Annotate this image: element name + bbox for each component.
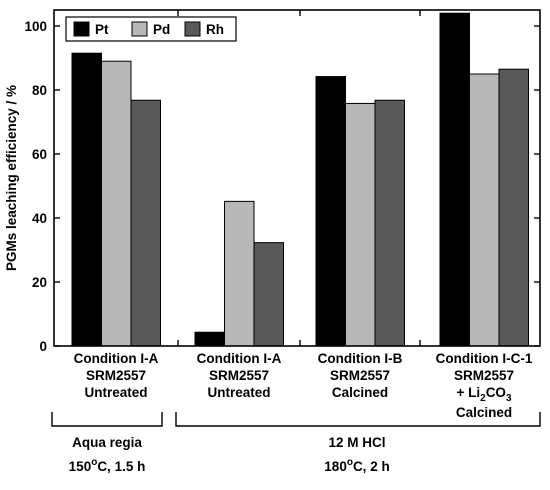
group-condition: 180oC, 2 h — [324, 457, 389, 474]
bar-pd-4 — [469, 73, 500, 347]
y-tick-label: 40 — [32, 211, 47, 226]
y-tick-label: 0 — [39, 339, 47, 354]
bar-pt-3 — [315, 76, 346, 347]
bar-pt-2 — [194, 331, 225, 347]
category-label-line: Untreated — [207, 385, 270, 400]
y-tick-label: 60 — [32, 147, 47, 162]
y-tick-labels: 0 20 40 60 80 100 — [24, 19, 47, 354]
group-bracket — [51, 412, 163, 427]
legend-swatch-rh — [184, 21, 201, 37]
group-condition: 150oC, 1.5 h — [69, 457, 146, 474]
bar-rh-2 — [253, 242, 284, 347]
condition-degree: o — [347, 457, 353, 468]
condition-temp: 180 — [324, 459, 347, 474]
bar-pt-4 — [439, 12, 470, 347]
bar-pd-2 — [224, 200, 255, 347]
legend: Pt Pd Rh — [65, 16, 237, 42]
bars — [71, 12, 529, 347]
bar-pt-1 — [71, 52, 102, 347]
bar-rh-4 — [498, 68, 529, 347]
axis-ticks — [54, 10, 540, 347]
legend-swatch-pt — [73, 21, 90, 37]
condition-temp: 150 — [69, 459, 92, 474]
group-label: 12 M HCl — [328, 435, 385, 450]
legend-label-pt: Pt — [95, 22, 109, 37]
category-label-line: Untreated — [84, 385, 147, 400]
category-label-line: Calcined — [456, 405, 512, 420]
y-tick-label: 20 — [32, 275, 47, 290]
legend-frame — [65, 16, 237, 42]
y-axis-label: PGMs leaching efficiency / % — [4, 85, 19, 271]
formula-part: + Li — [456, 385, 480, 400]
bar-pd-3 — [345, 102, 376, 347]
category-label-line: SRM2557 — [209, 368, 269, 383]
category-label-line: Calcined — [332, 385, 388, 400]
y-tick-label: 100 — [24, 19, 47, 34]
category-label-line: Condition I-C-1 — [436, 351, 533, 366]
legend-label-pd: Pd — [153, 22, 170, 37]
condition-degree: o — [91, 457, 97, 468]
category-label-line: Condition I-A — [74, 351, 159, 366]
group-bracket — [175, 412, 541, 427]
legend-swatch-pd — [131, 21, 148, 37]
group-label: Aqua regia — [72, 435, 142, 450]
plot-frame — [53, 9, 541, 347]
legend-label-rh: Rh — [206, 22, 224, 37]
bar-rh-3 — [374, 99, 405, 347]
condition-rest: C, 2 h — [353, 459, 390, 474]
category-label-line: SRM2557 — [330, 368, 390, 383]
category-label-line: SRM2557 — [454, 368, 514, 383]
condition-rest: C, 1.5 h — [97, 459, 145, 474]
category-label-2: Condition I-A SRM2557 Untreated — [197, 351, 282, 400]
category-label-3: Condition I-B SRM2557 Calcined — [318, 351, 403, 400]
bar-rh-1 — [130, 99, 161, 347]
bar-pd-1 — [101, 60, 132, 347]
category-label-1: Condition I-A SRM2557 Untreated — [74, 351, 159, 400]
formula-part: 3 — [506, 393, 512, 404]
category-label-line: Condition I-A — [197, 351, 282, 366]
y-tick-label: 80 — [32, 83, 47, 98]
category-label-line: SRM2557 — [86, 368, 146, 383]
formula-part: CO — [486, 385, 506, 400]
category-label-line: Condition I-B — [318, 351, 403, 366]
formula-part: 2 — [480, 393, 486, 404]
category-label-formula: + Li2CO3 — [456, 385, 511, 404]
